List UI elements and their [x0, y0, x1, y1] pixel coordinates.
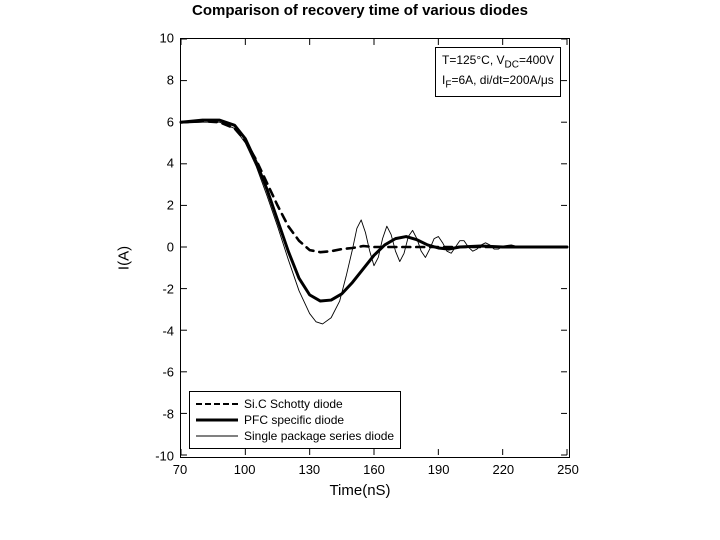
y-tick-label: 10: [134, 31, 174, 46]
page: Comparison of recovery time of various d…: [0, 0, 720, 540]
x-tick-label: 100: [225, 462, 265, 477]
x-tick-label: 130: [289, 462, 329, 477]
y-tick-label: 4: [134, 156, 174, 171]
y-tick-label: -4: [134, 323, 174, 338]
y-tick-label: -8: [134, 407, 174, 422]
series-sic: [181, 121, 567, 252]
plot-area: T=125°C, VDC=400V IF=6A, di/dt=200A/μs S…: [180, 38, 570, 458]
y-tick-label: 8: [134, 72, 174, 87]
conditions-line-1: T=125°C, VDC=400V: [442, 52, 554, 72]
y-tick-label: 6: [134, 114, 174, 129]
x-axis-label: Time(nS): [329, 482, 390, 499]
legend-item: Si.C Schotty diode: [196, 396, 394, 412]
legend-swatch: [196, 430, 238, 442]
x-tick-label: 250: [548, 462, 588, 477]
legend-label: PFC specific diode: [244, 413, 344, 427]
conditions-line-2: IF=6A, di/dt=200A/μs: [442, 72, 554, 92]
legend-label: Si.C Schotty diode: [244, 397, 343, 411]
legend-item: PFC specific diode: [196, 412, 394, 428]
legend-swatch: [196, 398, 238, 410]
page-title: Comparison of recovery time of various d…: [0, 2, 720, 19]
x-tick-label: 220: [483, 462, 523, 477]
chart-container: I(A) Time(nS) -10-8-6-4-20246810 7010013…: [130, 28, 590, 488]
x-tick-label: 160: [354, 462, 394, 477]
y-axis-label: I(A): [116, 246, 133, 270]
conditions-box: T=125°C, VDC=400V IF=6A, di/dt=200A/μs: [435, 47, 561, 97]
legend-item: Single package series diode: [196, 428, 394, 444]
y-tick-label: -6: [134, 365, 174, 380]
x-tick-label: 70: [160, 462, 200, 477]
legend-box: Si.C Schotty diode PFC specific diode Sing…: [189, 391, 401, 449]
series-pfc: [181, 120, 567, 301]
x-tick-label: 190: [419, 462, 459, 477]
y-tick-label: -2: [134, 281, 174, 296]
y-tick-label: 0: [134, 240, 174, 255]
legend-swatch: [196, 414, 238, 426]
series-series: [181, 122, 567, 324]
y-tick-label: 2: [134, 198, 174, 213]
legend-label: Single package series diode: [244, 429, 394, 443]
